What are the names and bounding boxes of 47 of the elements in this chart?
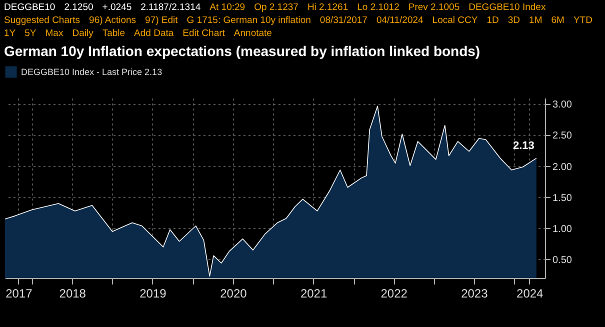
- text: 96) Actions: [89, 15, 136, 26]
- annotation: 2.13: [512, 140, 534, 152]
- text: Annotate: [234, 28, 272, 39]
- text: At 10:29: [210, 2, 246, 13]
- text: DEGGBE10 Index: [468, 2, 546, 13]
- text: 97) Edit: [145, 15, 178, 26]
- x-tick-label: 2023: [461, 286, 488, 300]
- y-tick-label: 1.50: [552, 192, 572, 204]
- text: 6M: [551, 15, 564, 26]
- x-tick-label: 2021: [300, 286, 328, 300]
- text: Lo 2.1012: [357, 2, 400, 13]
- y-tick-label: 1.00: [552, 224, 572, 235]
- text: Local CCY: [432, 15, 478, 26]
- text: 04/11/2024: [376, 15, 424, 26]
- y-tick-label: 2.50: [552, 130, 572, 142]
- text: Daily: [72, 28, 94, 39]
- text: YTD: [573, 15, 592, 26]
- text: Table: [102, 28, 126, 39]
- text: +.0245: [102, 2, 132, 13]
- chart-title: German 10y Inflation expectations (measured by inflation linked bonds): [3, 42, 482, 61]
- legend-label: DEGGBE10 Index - Last Price 2.13: [21, 67, 162, 77]
- x-tick-label: 2019: [140, 286, 167, 300]
- text: G 1715: German 10y inflation: [186, 15, 311, 26]
- text: Max: [45, 28, 64, 39]
- text: DEGGBE10: [4, 2, 56, 13]
- y-tick-label: 0.50: [552, 254, 572, 266]
- text: Suggested Charts: [4, 15, 80, 26]
- text: 2.1250: [64, 2, 94, 13]
- x-tick-label: 2020: [220, 286, 248, 300]
- x-tick-label: 2022: [380, 286, 408, 300]
- y-tick-label: 3.00: [552, 100, 572, 111]
- text: Edit Chart: [182, 28, 225, 39]
- text: 2.1187/2.1314: [140, 2, 201, 13]
- text: 1D: [486, 15, 499, 26]
- text: 3D: [508, 15, 520, 26]
- text: 1M: [529, 15, 542, 26]
- text: Prev 2.1005: [408, 2, 460, 13]
- text: 5Y: [24, 28, 36, 39]
- x-tick-label: 2018: [59, 286, 86, 300]
- x-tick-label: 2024: [516, 286, 544, 300]
- x-tick-label: 2017: [6, 286, 33, 300]
- text: Hi 2.1261: [307, 2, 348, 13]
- text: Add Data: [134, 28, 174, 39]
- text: 08/31/2017: [320, 15, 368, 26]
- text: 1Y: [4, 28, 16, 39]
- text: Op 2.1237: [254, 2, 298, 13]
- y-tick-label: 2.00: [552, 162, 572, 173]
